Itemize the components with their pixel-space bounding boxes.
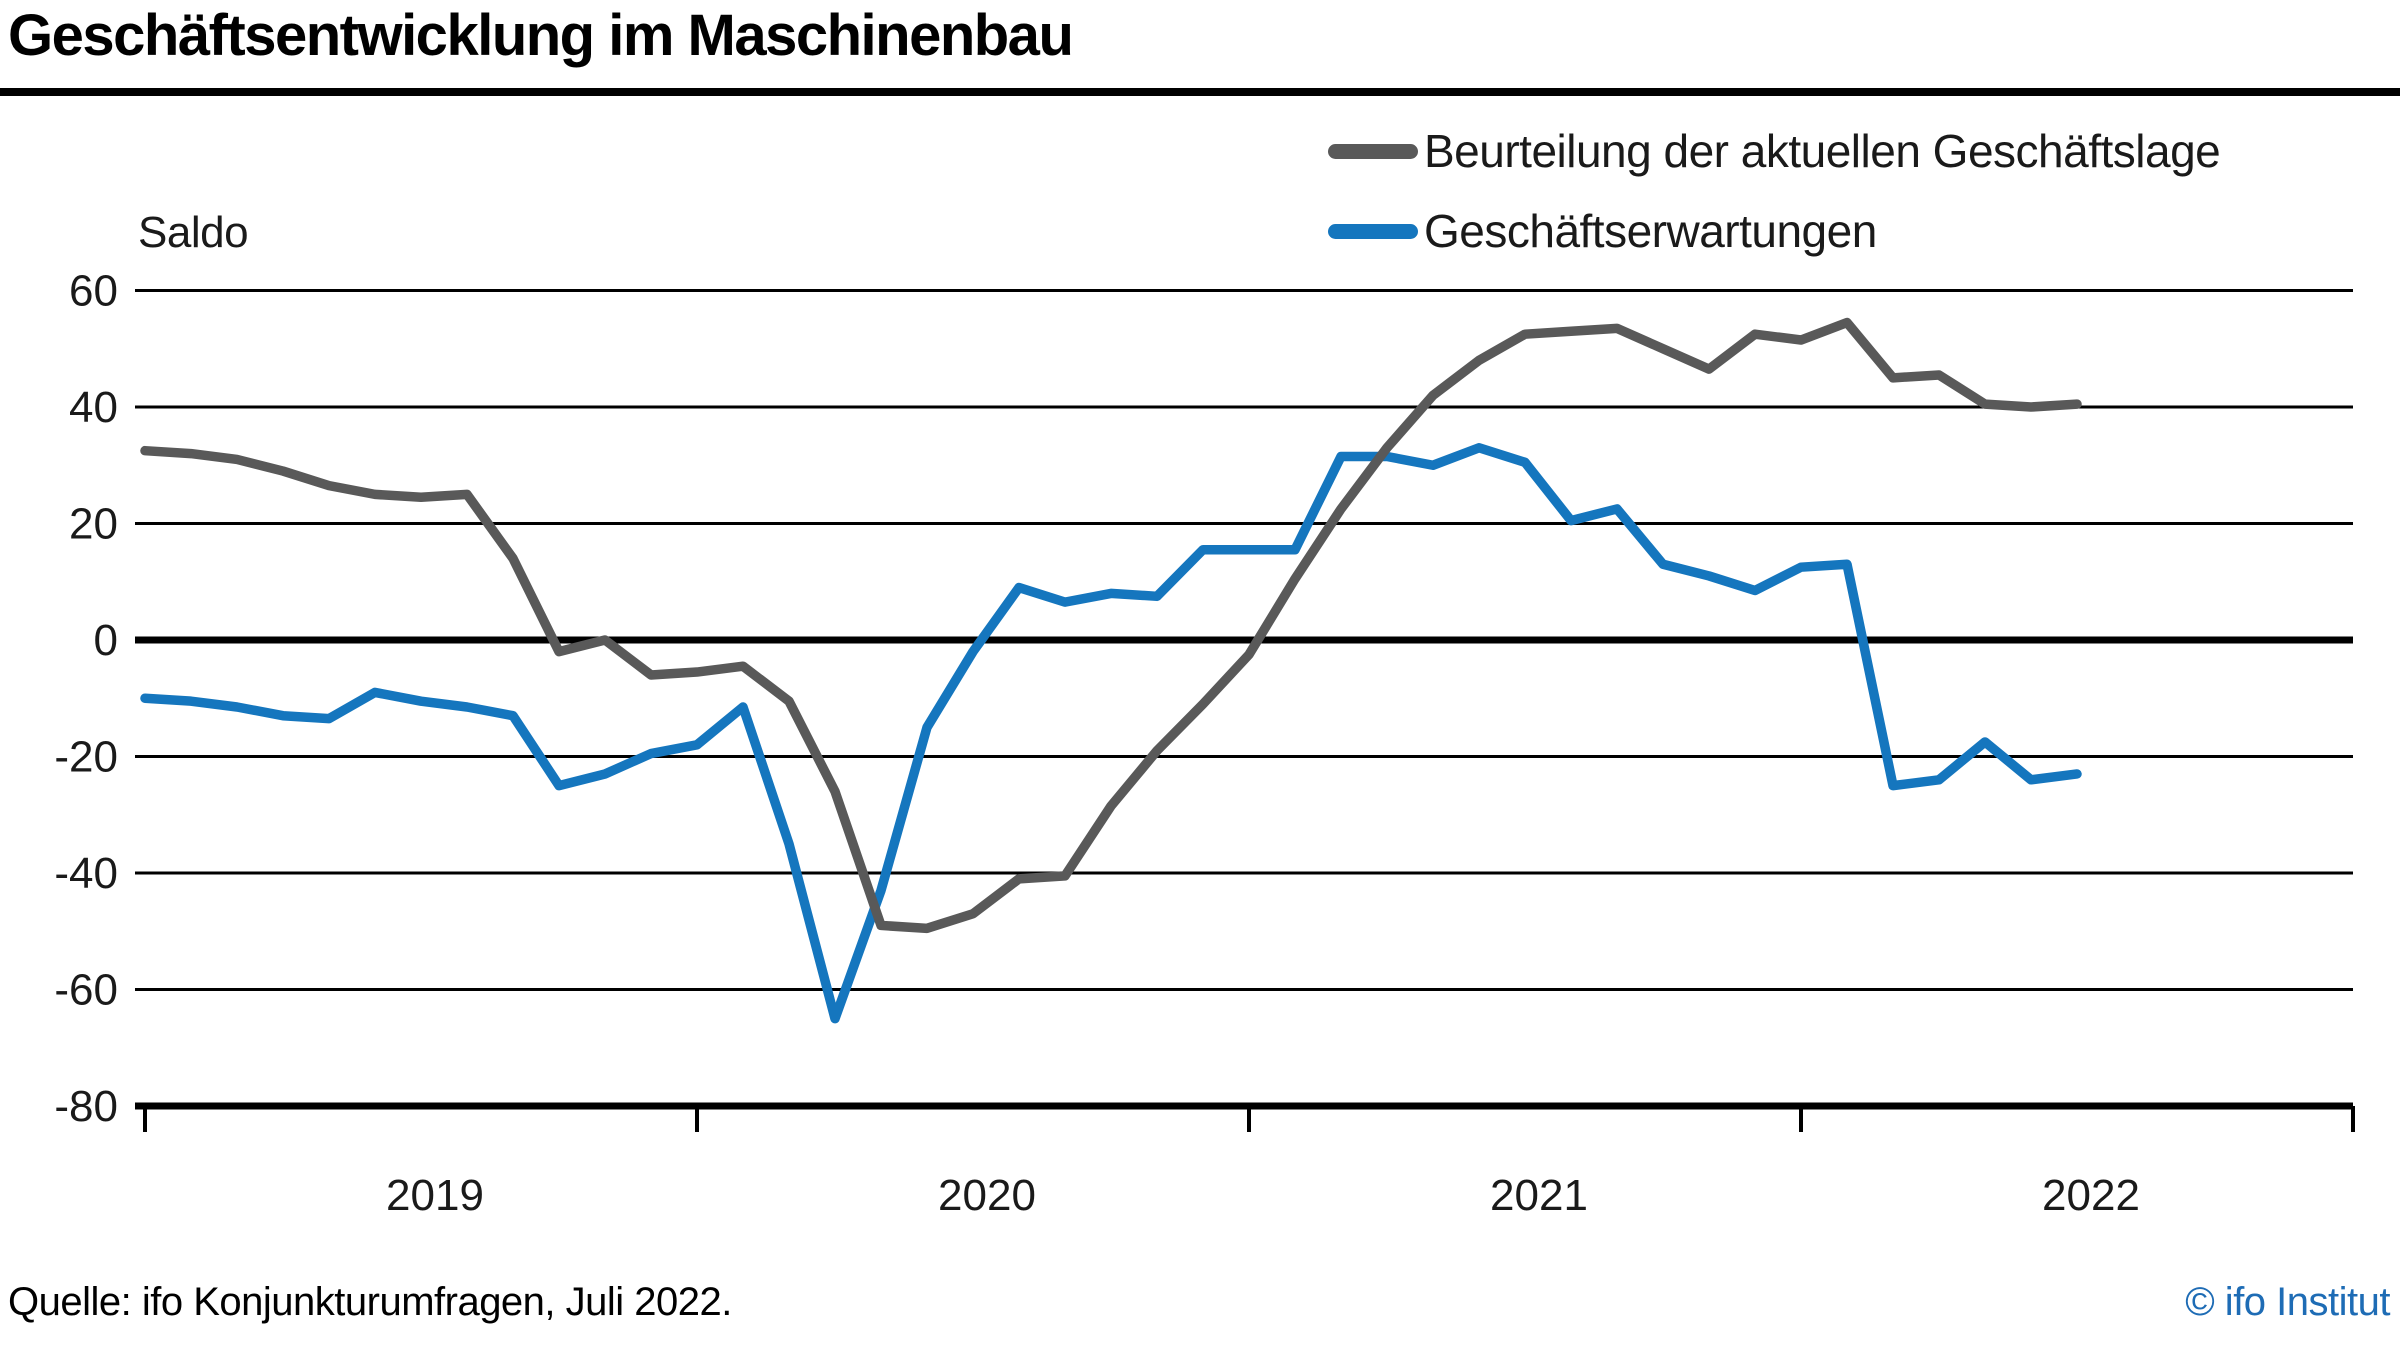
y-tick-label: 60 xyxy=(69,267,118,316)
page-title: Geschäftsentwicklung im Maschinenbau xyxy=(8,3,1074,68)
y-tick-label: -40 xyxy=(54,849,118,898)
legend-item-erwartungen: Geschäftserwartungen xyxy=(1328,204,2220,258)
chart-legend: Beurteilung der aktuellen Geschäftslage … xyxy=(1328,124,2221,258)
copyright-note: © ifo Institut xyxy=(2185,1280,2390,1324)
y-tick-label: 20 xyxy=(69,500,118,549)
y-tick-label: 40 xyxy=(69,383,118,432)
source-note: Quelle: ifo Konjunkturumfragen, Juli 202… xyxy=(8,1280,732,1324)
x-year-label: 2021 xyxy=(1490,1171,1588,1220)
series-lage-line xyxy=(140,317,2082,934)
erwartungen-line-swatch-icon xyxy=(1328,223,1418,239)
x-year-label: 2020 xyxy=(938,1171,1036,1220)
y-tick-label: -20 xyxy=(54,733,118,782)
legend-item-lage: Beurteilung der aktuellen Geschäftslage xyxy=(1328,124,2221,178)
title-divider xyxy=(0,88,2400,96)
y-tick-label: -80 xyxy=(54,1082,118,1131)
legend-label-erwartungen: Geschäftserwartungen xyxy=(1424,205,1877,257)
y-axis-unit-label: Saldo xyxy=(138,208,249,257)
lage-line-swatch-icon xyxy=(1328,143,1418,159)
series-erwartungen-line xyxy=(140,443,2082,1024)
x-year-label: 2022 xyxy=(2042,1171,2140,1220)
y-tick-label: -60 xyxy=(54,966,118,1015)
y-tick-label: 0 xyxy=(94,616,118,665)
legend-label-lage: Beurteilung der aktuellen Geschäftslage xyxy=(1424,125,2221,177)
x-year-label: 2019 xyxy=(386,1171,484,1220)
